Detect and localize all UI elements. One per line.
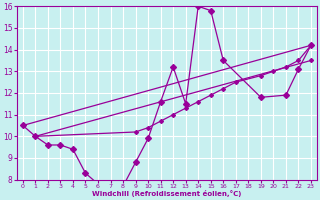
X-axis label: Windchill (Refroidissement éolien,°C): Windchill (Refroidissement éolien,°C) — [92, 190, 242, 197]
